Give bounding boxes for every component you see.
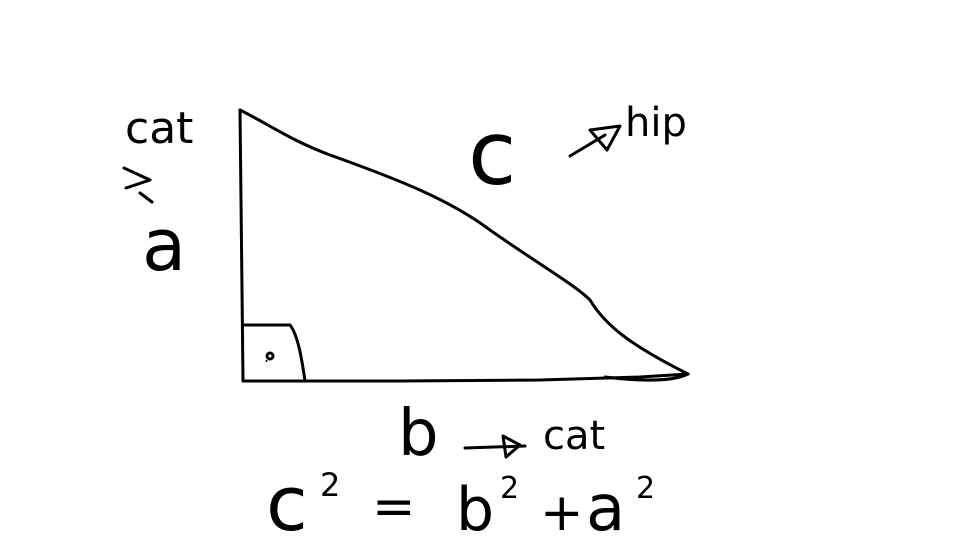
formula-c-exponent: 2 [320, 466, 340, 504]
arrow-right-icon [463, 434, 527, 459]
formula-equals: = [372, 477, 416, 537]
right-angle-square [242, 323, 307, 383]
side-a-labels: cat a [122, 103, 193, 287]
formula-b: b [456, 475, 494, 540]
side-a-top-label: cat [125, 103, 193, 154]
side-a-label: a [142, 203, 186, 287]
hypotenuse-line [238, 108, 690, 382]
arrow-down-icon [122, 166, 154, 204]
hypotenuse-label: c [468, 102, 516, 205]
formula-plus: + [540, 483, 584, 540]
side-b-labels: b cat [398, 397, 605, 471]
side-a-line [238, 108, 245, 383]
pythagorean-formula: c 2 = b 2 + a 2 [266, 459, 655, 540]
formula-a: a [586, 472, 625, 540]
side-b-name-label: cat [543, 413, 605, 459]
formula-a-exponent: 2 [636, 471, 655, 506]
arrow-right-icon [568, 124, 622, 158]
formula-b-exponent: 2 [500, 471, 519, 506]
hypotenuse-labels: c hip [468, 100, 687, 205]
side-b-label: b [398, 397, 439, 471]
right-triangle [238, 108, 690, 383]
side-b-line [241, 372, 690, 383]
right-angle-circle [265, 351, 275, 361]
hypotenuse-name-label: hip [625, 100, 687, 146]
formula-c: c [266, 459, 308, 540]
right-angle-marker: . [242, 323, 307, 383]
